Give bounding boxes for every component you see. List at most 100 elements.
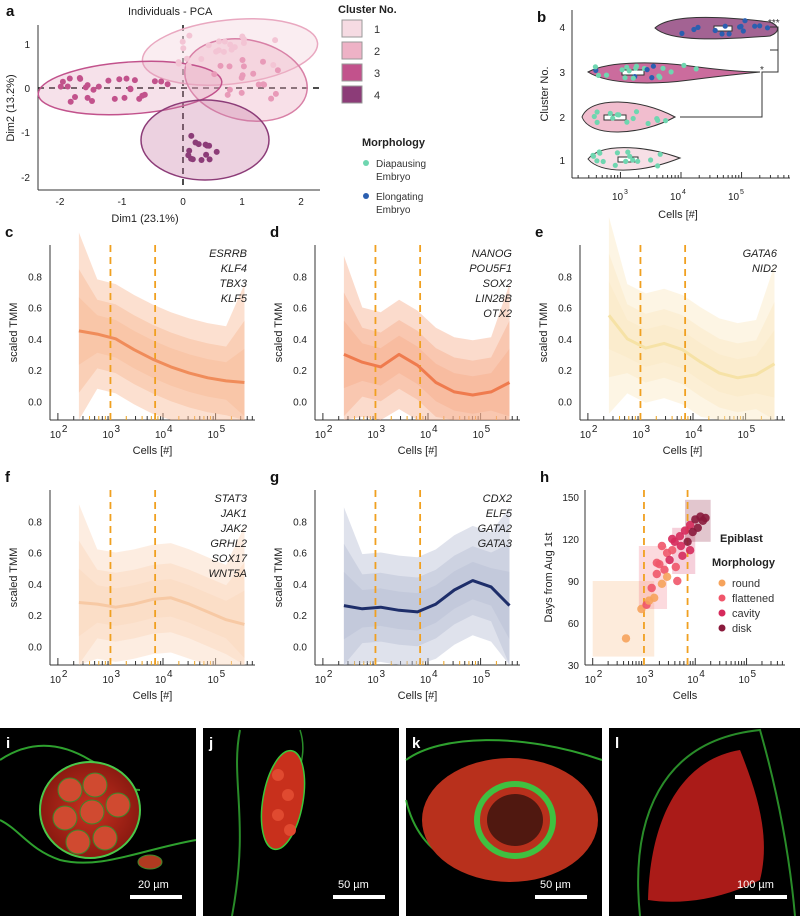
pca-xlabel: Dim1 (23.1%) [111, 213, 178, 225]
gene-label: STAT3 [214, 493, 247, 505]
h-legend-item: flattened [732, 593, 774, 605]
gene-label: JAK1 [220, 508, 247, 520]
pca-xtick: 0 [180, 197, 186, 208]
pca-ylabel: Dim2 (13.2%) [5, 74, 17, 141]
trend-xtick-base: 10 [155, 675, 167, 686]
h-legend-item: round [732, 578, 760, 590]
pca-point [121, 94, 128, 101]
trend-xtick-base: 10 [473, 675, 485, 686]
pca-point [239, 57, 246, 63]
trend-band [78, 297, 245, 417]
trend-xlabel: Cells [#] [398, 690, 438, 702]
violin-point [635, 158, 641, 164]
h-xtick-exp: 5 [751, 669, 757, 680]
h-legend-title-2: Morphology [712, 557, 776, 569]
violin-cluster-2 [581, 101, 677, 133]
scale-bar-k: 50 µm [540, 879, 571, 891]
violin-xtick-exp: 3 [624, 189, 628, 196]
pca-point [186, 147, 193, 154]
gene-label: KLF5 [221, 293, 248, 305]
trend-band [608, 216, 775, 420]
trend-ytick: 0.2 [293, 611, 307, 622]
cluster-legend: Cluster No. 1 2 3 4 [338, 4, 397, 104]
gene-label: NID2 [752, 263, 777, 275]
sig-1: *** [768, 18, 780, 29]
pca-point [76, 75, 83, 81]
trend-xtick-exp: 4 [432, 424, 438, 435]
pca-point [272, 90, 279, 97]
panel-label-g: g [270, 469, 279, 486]
pca-point [189, 156, 196, 163]
pca-point [268, 95, 275, 102]
pca-point [239, 72, 246, 79]
violin-point [722, 23, 728, 29]
trend-ytick: 0.4 [293, 580, 307, 591]
h-point [701, 513, 710, 523]
pca-point [90, 86, 97, 93]
trend-ylabel: scaled TMM [8, 548, 20, 608]
pca-point [84, 94, 91, 101]
violin-point [630, 157, 636, 163]
h-ytick: 120 [562, 535, 579, 546]
violin-point [614, 150, 621, 156]
h-point [647, 583, 656, 593]
micrograph-k: k 50 µm [405, 728, 603, 916]
trend-xtick-base: 10 [50, 675, 62, 686]
violin-point [695, 24, 701, 30]
violin-point [648, 157, 654, 163]
violin-point [607, 110, 613, 116]
scale-bar-j: 50 µm [338, 879, 369, 891]
trend-band [78, 269, 245, 420]
micrographs: i 20 µm j 50 µm k 50 [0, 728, 800, 917]
gene-label: ELF5 [486, 508, 513, 520]
h-point [657, 541, 667, 551]
h-legend-item: cavity [732, 608, 761, 620]
violin-point [595, 72, 602, 78]
trend-ytick: 0.2 [28, 611, 42, 622]
trend-ytick: 0.4 [293, 335, 307, 346]
trend-ytick: 0.2 [293, 366, 307, 377]
trend-xtick-base: 10 [367, 430, 379, 441]
violin-ytick: 4 [559, 23, 565, 34]
pca-point [216, 38, 222, 45]
pca-point [206, 156, 213, 163]
violin-point [681, 62, 687, 68]
morph-item-line: Diapausing [376, 159, 426, 170]
trend-line [78, 329, 245, 384]
violin-point [656, 73, 662, 79]
panel-label-e: e [535, 224, 543, 241]
pca-point [95, 83, 102, 90]
violin-ytick: 3 [559, 68, 565, 79]
trend-line [78, 596, 245, 626]
violin-point [764, 25, 771, 31]
h-ytick: 150 [562, 493, 579, 504]
h-point [676, 541, 686, 551]
violin-point [627, 153, 633, 159]
panel-label-l: l [615, 735, 619, 752]
panel-a: a Individuals - PCA -2 -1 0 1 2 1 0 -1 -… [5, 3, 320, 225]
h-point [685, 520, 695, 530]
h-legend-dot [718, 624, 726, 632]
violin-xtick-base: 10 [728, 192, 740, 203]
h-range-round [592, 581, 655, 657]
trend-xtick-base: 10 [102, 430, 114, 441]
cluster-legend-item: 4 [374, 90, 380, 102]
pca-point [238, 89, 245, 96]
trend-ytick: 0.0 [28, 397, 42, 408]
h-legend-dot [718, 609, 726, 617]
pca-point [226, 86, 233, 93]
trend-ytick: 0.8 [558, 272, 572, 283]
trend-xtick-exp: 4 [167, 669, 173, 680]
violin-point [630, 115, 636, 122]
trend-ytick: 0.8 [28, 272, 42, 283]
panel-label-i: i [6, 735, 10, 752]
panel-h: Epiblast Morphology round flattened cavity… [621, 512, 776, 643]
pca-point [274, 67, 281, 74]
trend-ytick: 0.6 [28, 549, 42, 560]
h-xtick-base: 10 [585, 675, 597, 686]
trend-band [343, 255, 510, 420]
trend-xlabel: Cells [#] [398, 445, 438, 457]
pca-point [183, 55, 190, 62]
violin-point [630, 75, 636, 81]
